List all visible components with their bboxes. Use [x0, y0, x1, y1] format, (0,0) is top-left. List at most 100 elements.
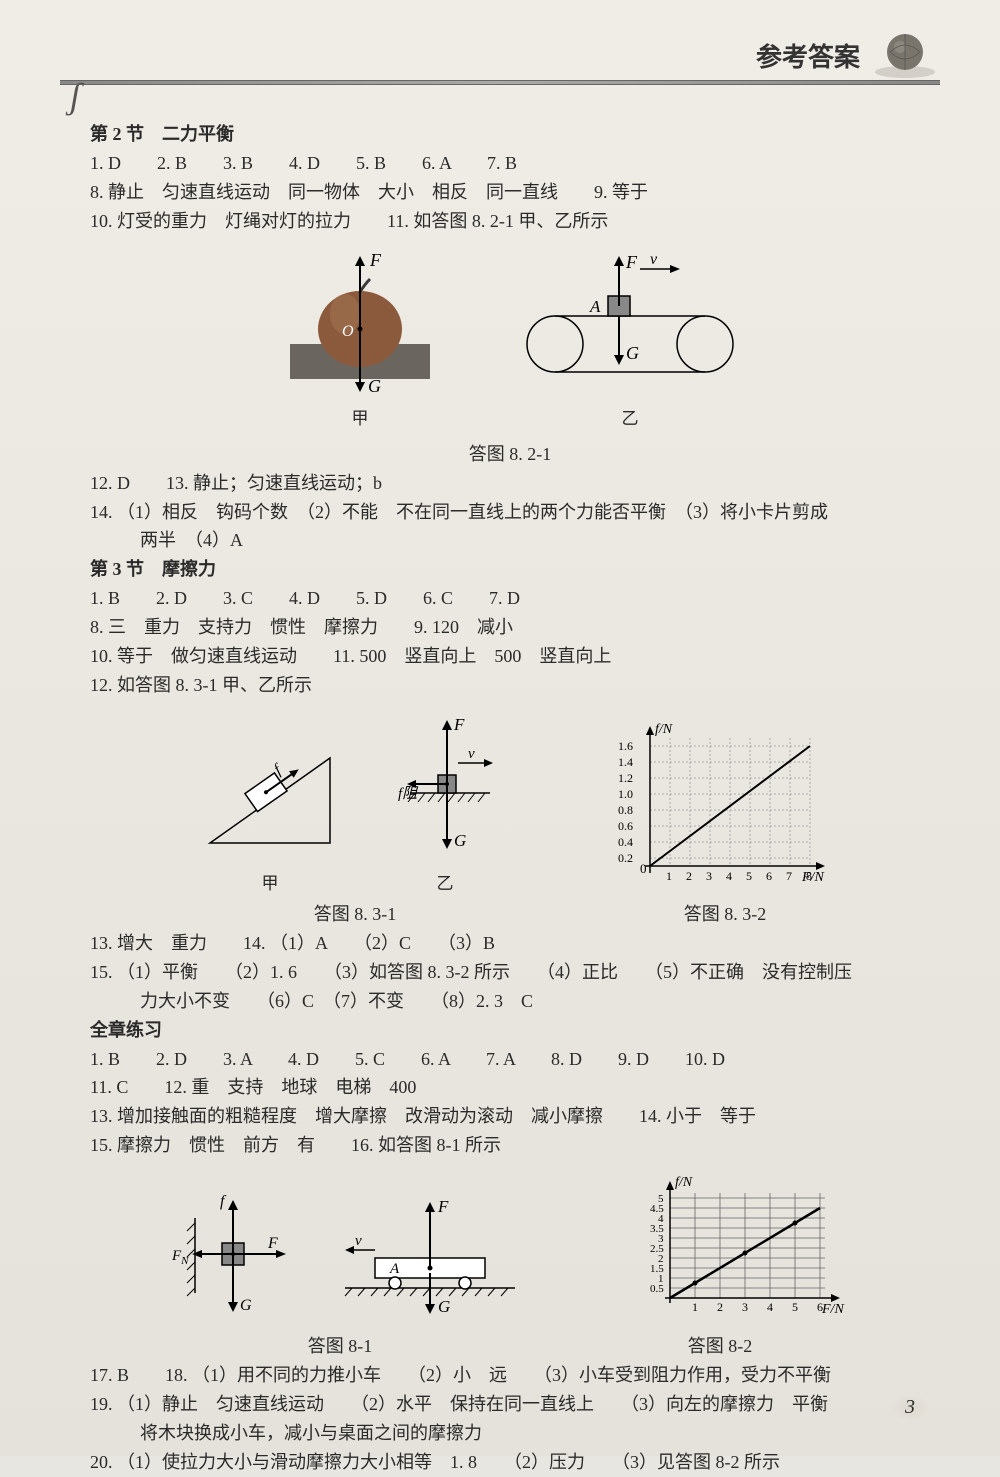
svg-text:1.6: 1.6 — [618, 739, 633, 753]
fig-8-2-caption: 答图 8-2 — [688, 1333, 753, 1361]
svg-text:G: G — [454, 831, 466, 850]
fig-8-3-2-caption: 答图 8. 3-2 — [684, 901, 767, 929]
sec3-q15b: 力大小不变 （6）C （7）不变 （8）2. 3 C — [90, 988, 930, 1016]
chart-8-2: f/N F/N 0.51 1.52 2.53 3.54 4.55 12 34 5… — [630, 1168, 850, 1318]
page-curl-ornament: ʃ — [70, 75, 80, 117]
sec3-q15a: 15. （1）平衡 （2）1. 6 （3）如答图 8. 3-2 所示 （4）正比… — [90, 959, 930, 987]
svg-text:4: 4 — [767, 1300, 773, 1314]
secAll-q11-12: 11. C 12. 重 支持 地球 电梯 400 — [90, 1074, 930, 1102]
fig-8-1-freebody: f G F FN — [170, 1188, 310, 1327]
fig-8-row: f G F FN — [90, 1168, 930, 1327]
svg-text:f/N: f/N — [655, 722, 673, 737]
svg-text:FN: FN — [171, 1248, 189, 1267]
content-block: 第 2 节 二力平衡 1. D 2. B 3. B 4. D 5. B 6. A… — [90, 120, 930, 1477]
page-number: 3 — [890, 1394, 930, 1421]
svg-text:5: 5 — [658, 1193, 664, 1205]
svg-text:G: G — [240, 1297, 252, 1314]
svg-text:5: 5 — [792, 1300, 798, 1314]
block-yi-diagram: F G f阻 v — [380, 708, 510, 858]
apple-diagram: F O G — [270, 244, 450, 394]
sec3-q12: 12. 如答图 8. 3-1 甲、乙所示 — [90, 672, 930, 700]
svg-text:2: 2 — [717, 1300, 723, 1314]
fig-8-2-1-row: F O G 甲 A — [90, 244, 930, 433]
sec3-q1to7: 1. B 2. D 3. C 4. D 5. D 6. C 7. D — [90, 585, 930, 613]
fig-8-2-1-caption: 答图 8. 2-1 — [90, 441, 930, 469]
sec3-q10-11: 10. 等于 做匀速直线运动 11. 500 竖直向上 500 竖直向上 — [90, 643, 930, 671]
svg-text:1.0: 1.0 — [618, 787, 633, 801]
svg-text:G: G — [368, 376, 381, 394]
fig-8-3-1-yi: F G f阻 v 乙 — [380, 708, 510, 897]
svg-text:F/N: F/N — [801, 870, 824, 885]
svg-text:1: 1 — [692, 1300, 698, 1314]
secAll-q17-18: 17. B 18. （1）用不同的力推小车 （2）小 远 （3）小车受到阻力作用… — [90, 1362, 930, 1390]
svg-text:F: F — [369, 250, 382, 270]
header-title: 参考答案 — [756, 37, 860, 74]
fig-8-1-cart: A F G v — [330, 1188, 530, 1327]
sec3-q13-14: 13. 增大 重力 14. （1）A （2）C （3）B — [90, 930, 930, 958]
svg-text:3: 3 — [706, 869, 712, 883]
svg-text:F/N: F/N — [821, 1302, 844, 1317]
svg-text:O: O — [342, 323, 354, 340]
svg-text:0: 0 — [640, 861, 647, 876]
sec2-q12-13: 12. D 13. 静止；匀速直线运动；b — [90, 470, 930, 498]
svg-text:3: 3 — [742, 1300, 748, 1314]
svg-text:A: A — [389, 1261, 400, 1277]
globe-icon — [870, 30, 940, 80]
sec2-q14a: 14. （1）相反 钩码个数 （2）不能 不在同一直线上的两个力能否平衡 （3）… — [90, 499, 930, 527]
sec2-q1to7: 1. D 2. B 3. B 4. D 5. B 6. A 7. B — [90, 150, 930, 178]
sec2-q14b: 两半 （4）A — [90, 527, 930, 555]
svg-text:1.4: 1.4 — [618, 755, 633, 769]
svg-text:8: 8 — [806, 869, 812, 883]
secAll-q19a: 19. （1）静止 匀速直线运动 （2）水平 保持在同一直线上 （3）向左的摩擦… — [90, 1391, 930, 1419]
secAll-q20: 20. （1）使拉力大小与滑动摩擦力大小相等 1. 8 （2）压力 （3）见答图… — [90, 1449, 930, 1477]
conveyor-diagram: A F v G — [510, 244, 750, 394]
svg-text:v: v — [650, 251, 658, 268]
fig-8-2-1-yi: A F v G 乙 — [510, 244, 750, 433]
svg-text:G: G — [438, 1297, 450, 1316]
fig-8-3-1-caption: 答图 8. 3-1 — [314, 901, 397, 929]
incline-diagram: f — [190, 728, 350, 858]
svg-text:v: v — [355, 1233, 362, 1249]
fig-yi-label: 乙 — [510, 406, 750, 432]
svg-text:f: f — [220, 1193, 227, 1210]
fig-8-2-1-jia: F O G 甲 — [270, 244, 450, 433]
cart-diagram: A F G v — [330, 1188, 530, 1318]
svg-text:A: A — [589, 297, 601, 316]
svg-text:F: F — [625, 252, 638, 272]
header-rule — [60, 80, 940, 85]
fig-jia-label: 甲 — [270, 406, 450, 432]
secAll-q13-14: 13. 增加接触面的粗糙程度 增大摩擦 改滑动为滚动 减小摩擦 14. 小于 等… — [90, 1103, 930, 1131]
svg-text:1: 1 — [666, 869, 672, 883]
secAll-q19b: 将木块换成小车，减小与桌面之间的摩擦力 — [90, 1420, 930, 1448]
svg-text:f/N: f/N — [675, 1175, 693, 1190]
svg-text:G: G — [626, 343, 639, 363]
secAll-q15-16: 15. 摩擦力 惯性 前方 有 16. 如答图 8-1 所示 — [90, 1132, 930, 1160]
svg-text:6: 6 — [817, 1300, 823, 1314]
sec2-title: 第 2 节 二力平衡 — [90, 121, 930, 149]
svg-text:F: F — [267, 1235, 278, 1252]
sec3-q8-9: 8. 三 重力 支持力 惯性 摩擦力 9. 120 减小 — [90, 614, 930, 642]
svg-text:5: 5 — [746, 869, 752, 883]
chart-8-3-2: f/N F/N 0 0.20.4 0.60.8 1.01.2 1.41.6 12… — [610, 718, 830, 888]
freebody-diagram: f G F FN — [170, 1188, 310, 1318]
fig-8-3-1-yi-label: 乙 — [380, 871, 510, 897]
sec2-q10-11: 10. 灯受的重力 灯绳对灯的拉力 11. 如答图 8. 2-1 甲、乙所示 — [90, 208, 930, 236]
svg-text:0.8: 0.8 — [618, 803, 633, 817]
fig-8-3-row: f 甲 F — [90, 708, 930, 897]
svg-text:6: 6 — [766, 869, 772, 883]
svg-text:7: 7 — [786, 869, 792, 883]
fig-8-2: f/N F/N 0.51 1.52 2.53 3.54 4.55 12 34 5… — [630, 1168, 850, 1327]
svg-text:4: 4 — [726, 869, 732, 883]
svg-text:f阻: f阻 — [398, 785, 419, 802]
svg-text:1.2: 1.2 — [618, 771, 633, 785]
fig-8-1-caption: 答图 8-1 — [308, 1333, 373, 1361]
svg-text:F: F — [453, 715, 465, 734]
sec2-q8-9: 8. 静止 匀速直线运动 同一物体 大小 相反 同一直线 9. 等于 — [90, 179, 930, 207]
svg-text:0.4: 0.4 — [618, 835, 633, 849]
svg-text:0.6: 0.6 — [618, 819, 633, 833]
fig-8-3-2: f/N F/N 0 0.20.4 0.60.8 1.01.2 1.41.6 12… — [610, 718, 830, 897]
svg-text:2: 2 — [686, 869, 692, 883]
sec3-title: 第 3 节 摩擦力 — [90, 556, 930, 584]
fig-8-3-1-jia-label: 甲 — [190, 871, 350, 897]
page-header: 参考答案 — [756, 30, 940, 80]
